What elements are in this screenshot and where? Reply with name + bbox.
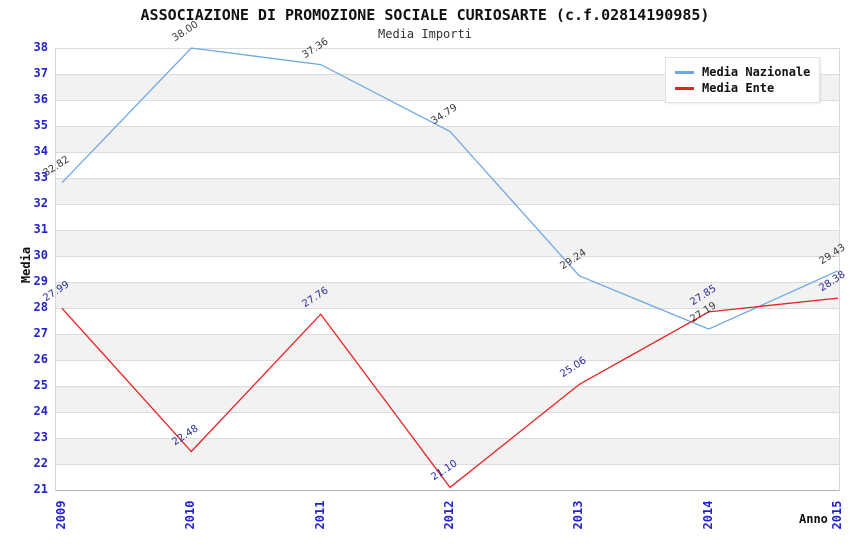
y-tick-label: 25 xyxy=(33,378,48,392)
legend: Media Nazionale Media Ente xyxy=(665,57,821,103)
y-tick-label: 38 xyxy=(33,40,48,54)
grid-band xyxy=(56,256,839,282)
y-tick-label: 29 xyxy=(33,274,48,288)
legend-swatch-media-nazionale xyxy=(675,70,694,74)
x-axis-ticks: 2009 2010 2011 2012 2013 2014 2015 xyxy=(54,494,844,544)
grid-band xyxy=(56,438,839,464)
grid-band xyxy=(56,48,839,74)
y-tick-label: 23 xyxy=(33,430,48,444)
y-tick-label: 31 xyxy=(33,222,48,236)
y-axis-ticks: 38 37 36 35 34 33 32 31 30 29 28 27 26 25 24 23 22 21 xyxy=(14,40,48,496)
y-tick-label: 34 xyxy=(33,144,48,158)
x-tick-label: 2009 xyxy=(54,500,68,530)
x-axis-title: Anno xyxy=(799,512,828,526)
grid-band xyxy=(56,386,839,412)
y-tick-label: 37 xyxy=(33,66,48,80)
grid-band xyxy=(56,282,839,308)
legend-item-media-nazionale: Media Nazionale xyxy=(675,64,810,80)
x-tick-label: 2014 xyxy=(700,500,715,530)
x-tick-label: 2015 xyxy=(830,500,844,530)
grid-band xyxy=(56,360,839,386)
x-tick-label: 2013 xyxy=(571,500,586,530)
y-tick-label: 32 xyxy=(33,196,48,210)
y-tick-label: 26 xyxy=(33,352,48,366)
plot-area: 32.82 38.00 37.36 34.79 29.24 27.19 29.43 27.99… xyxy=(41,19,847,491)
legend-label-media-nazionale: Media Nazionale xyxy=(702,65,811,79)
grid-band xyxy=(56,152,839,178)
y-tick-label: 22 xyxy=(33,456,48,470)
grid-band xyxy=(56,178,839,204)
grid-band xyxy=(56,412,839,438)
y-tick-label: 36 xyxy=(33,92,48,106)
series-line-media-ente xyxy=(61,297,839,489)
y-tick-label: 24 xyxy=(33,404,48,418)
legend-swatch-media-ente xyxy=(675,86,694,90)
grid-band xyxy=(56,230,839,256)
chart-title: ASSOCIAZIONE DI PROMOZIONE SOCIALE CURIO… xyxy=(140,6,710,24)
x-tick-label: 2010 xyxy=(183,500,198,530)
x-tick-label: 2011 xyxy=(312,500,327,530)
y-tick-label: 21 xyxy=(33,482,48,496)
y-tick-label: 27 xyxy=(33,326,48,340)
chart-subtitle: Media Importi xyxy=(378,27,472,41)
y-tick-label: 33 xyxy=(33,170,48,184)
y-tick-label: 35 xyxy=(33,118,48,132)
grid-band xyxy=(56,100,839,126)
y-tick-label: 28 xyxy=(33,300,48,314)
grid-band xyxy=(56,334,839,360)
grid-band xyxy=(56,464,839,490)
y-tick-label: 30 xyxy=(33,248,48,262)
legend-label-media-ente: Media Ente xyxy=(702,81,775,95)
line-series-svg xyxy=(61,47,839,489)
grid-band xyxy=(56,308,839,334)
legend-item-media-ente: Media Ente xyxy=(675,80,810,96)
grid-band xyxy=(56,204,839,230)
x-tick-label: 2012 xyxy=(442,500,456,530)
series-line-media-nazionale xyxy=(61,47,839,330)
